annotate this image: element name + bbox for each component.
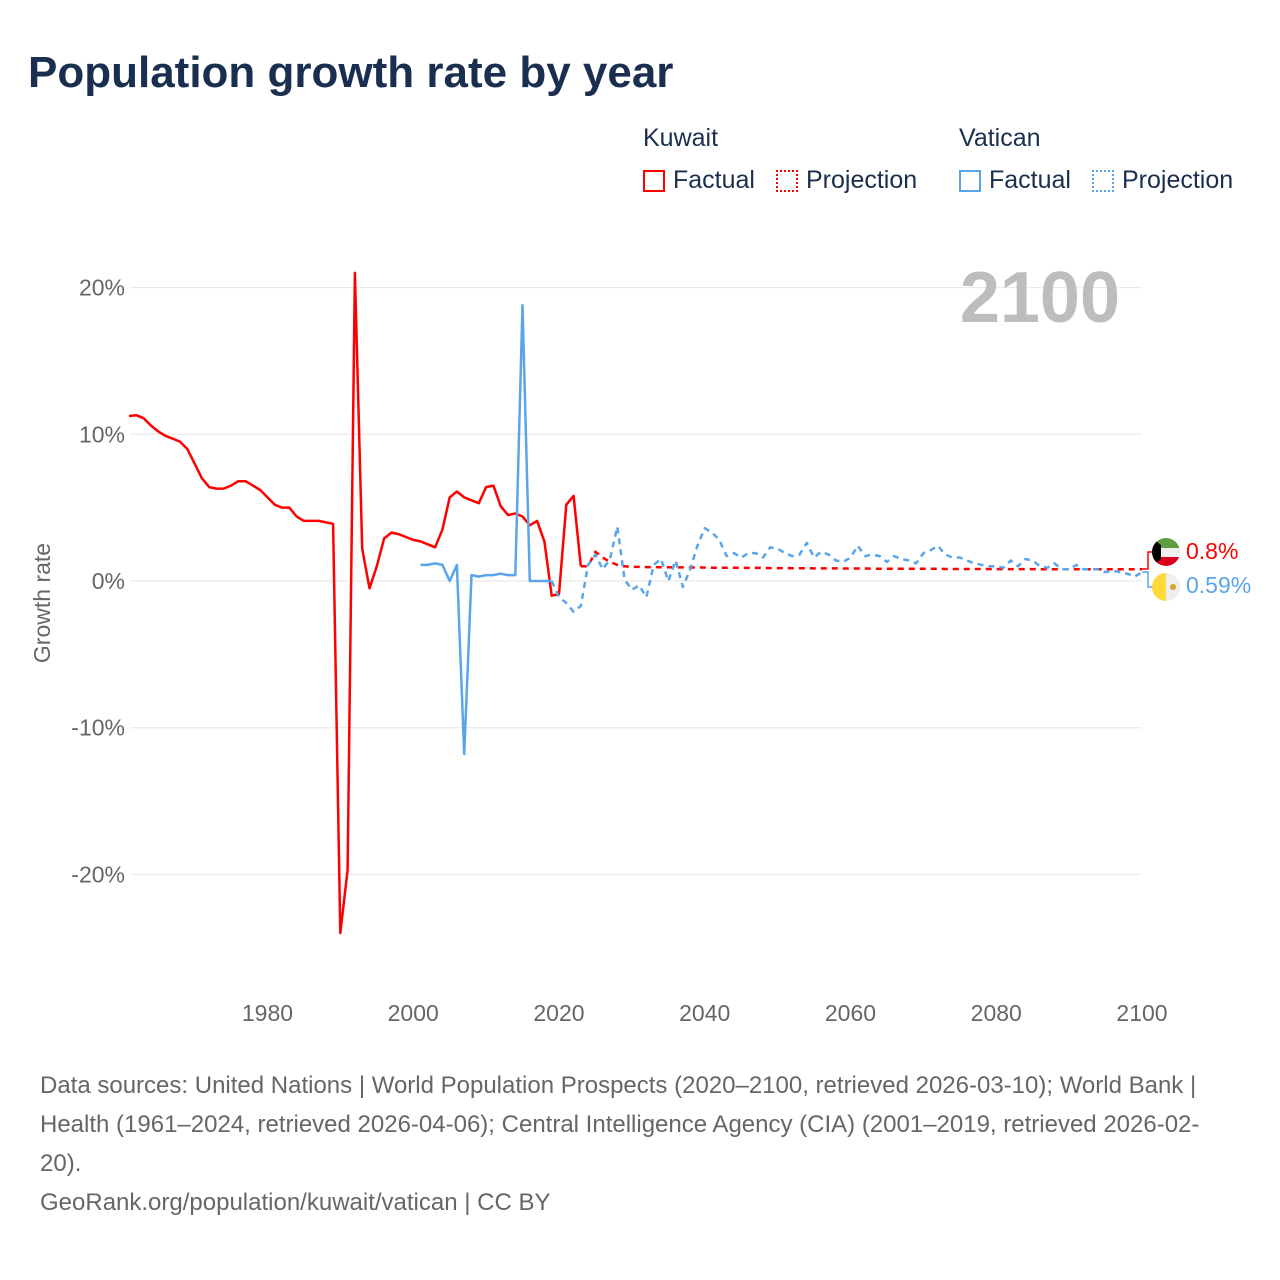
kuwait-end-connector (1142, 551, 1154, 570)
credit-link[interactable]: GeoRank.org/population/kuwait/vatican | … (40, 1189, 551, 1216)
legend-kuwait-factual[interactable]: Factual (643, 166, 755, 195)
y-tick-label: 0% (92, 568, 125, 594)
legend-vatican-heading: Vatican (959, 124, 1041, 152)
dotted-line-swatch-icon (1092, 169, 1114, 192)
kuwait-flag-icon (1152, 538, 1180, 566)
chart-title: Population growth rate by year (28, 48, 674, 97)
x-tick-label: 2040 (679, 1000, 730, 1026)
y-axis-label: Growth rate (29, 543, 55, 663)
x-tick-label: 2100 (1116, 1000, 1167, 1026)
x-tick-label: 2000 (388, 1000, 439, 1026)
legend-label: Factual (989, 166, 1071, 194)
data-sources: Data sources: United Nations | World Pop… (40, 1072, 1200, 1177)
kuwait-factual-line (128, 271, 583, 935)
legend-label: Projection (1122, 166, 1234, 194)
y-tick-label: 20% (79, 275, 125, 301)
vatican-end-value: 0.59% (1186, 572, 1251, 598)
y-tick-label: -20% (71, 861, 125, 887)
legend-label: Projection (806, 166, 918, 194)
solid-line-swatch-icon (643, 169, 665, 192)
vatican-projection-line (550, 525, 1143, 614)
dotted-line-swatch-icon (776, 169, 798, 192)
solid-line-swatch-icon (959, 169, 981, 192)
vatican-flag-icon (1152, 573, 1180, 601)
y-tick-label: -10% (71, 715, 125, 741)
legend-vatican-factual[interactable]: Factual (959, 166, 1071, 195)
legend-vatican-projection[interactable]: Projection (1092, 166, 1233, 195)
current-year-label: 2100 (960, 258, 1120, 338)
legend-kuwait-heading: Kuwait (643, 124, 719, 152)
x-tick-label: 2020 (533, 1000, 584, 1026)
chart-plot: 20% 10% 0% -10% -20% 1980 2000 2020 2040 2060 2080… (29, 258, 1251, 1026)
x-tick-label: 2080 (971, 1000, 1022, 1026)
footer: Data sources: United Nations | World Pop… (40, 1066, 1240, 1222)
legend-kuwait-projection[interactable]: Projection (776, 166, 917, 195)
y-tick-label: 10% (79, 421, 125, 447)
legend-label: Factual (673, 166, 755, 194)
kuwait-end-value: 0.8% (1186, 538, 1238, 564)
vatican-end-connector (1142, 571, 1154, 588)
x-tick-label: 1980 (242, 1000, 293, 1026)
vatican-factual-line (420, 303, 552, 756)
x-tick-label: 2060 (825, 1000, 876, 1026)
